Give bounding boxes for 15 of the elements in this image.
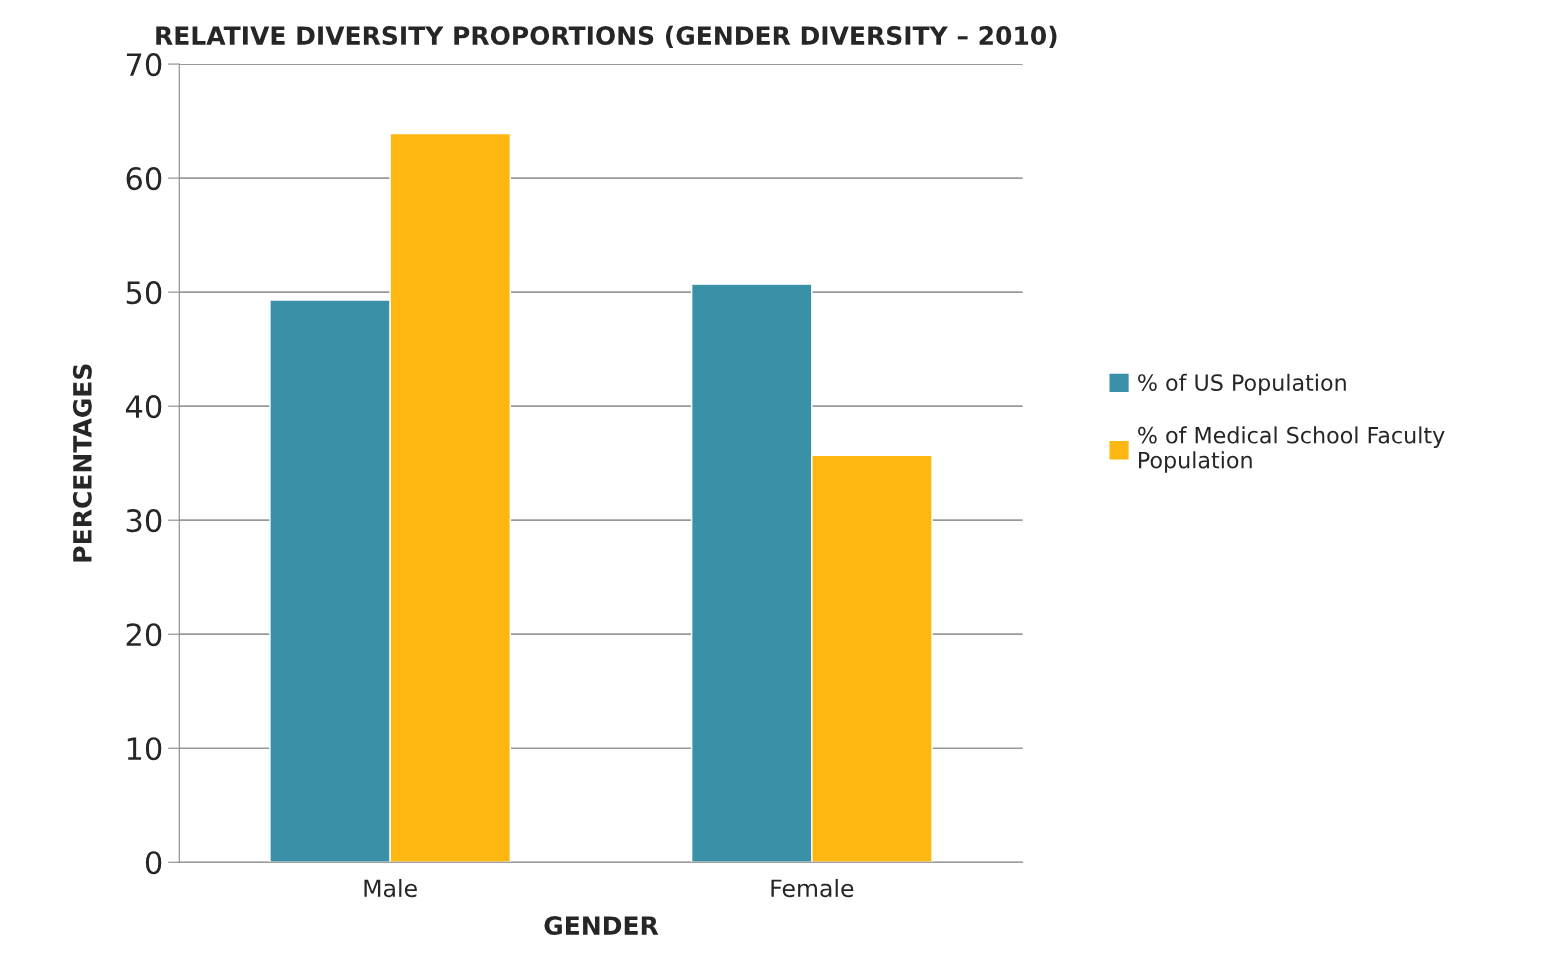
y-tick-label: 60 <box>126 167 162 191</box>
x-tick-label: Male <box>364 878 417 898</box>
y-tick-label: 0 <box>145 851 162 875</box>
y-tick-label: 50 <box>126 281 162 305</box>
y-tick-label: 20 <box>126 623 162 647</box>
x-tick-label: Female <box>771 878 854 898</box>
y-tick-label: 70 <box>126 53 162 77</box>
y-tick-label: 30 <box>126 509 162 533</box>
y-axis-title: PERCENTAGES <box>72 364 92 562</box>
y-tick-label: 40 <box>125 395 162 419</box>
legend-label: % of Medical School Faculty Population <box>1138 426 1445 473</box>
chart-title: RELATIVE DIVERSITY PROPORTIONS (GENDER DIVERSITY – 2010) <box>156 25 1057 48</box>
y-tick-label: 10 <box>127 737 162 761</box>
legend-label: % of US Population <box>1138 373 1346 396</box>
x-axis-title: GENDER <box>544 916 659 936</box>
